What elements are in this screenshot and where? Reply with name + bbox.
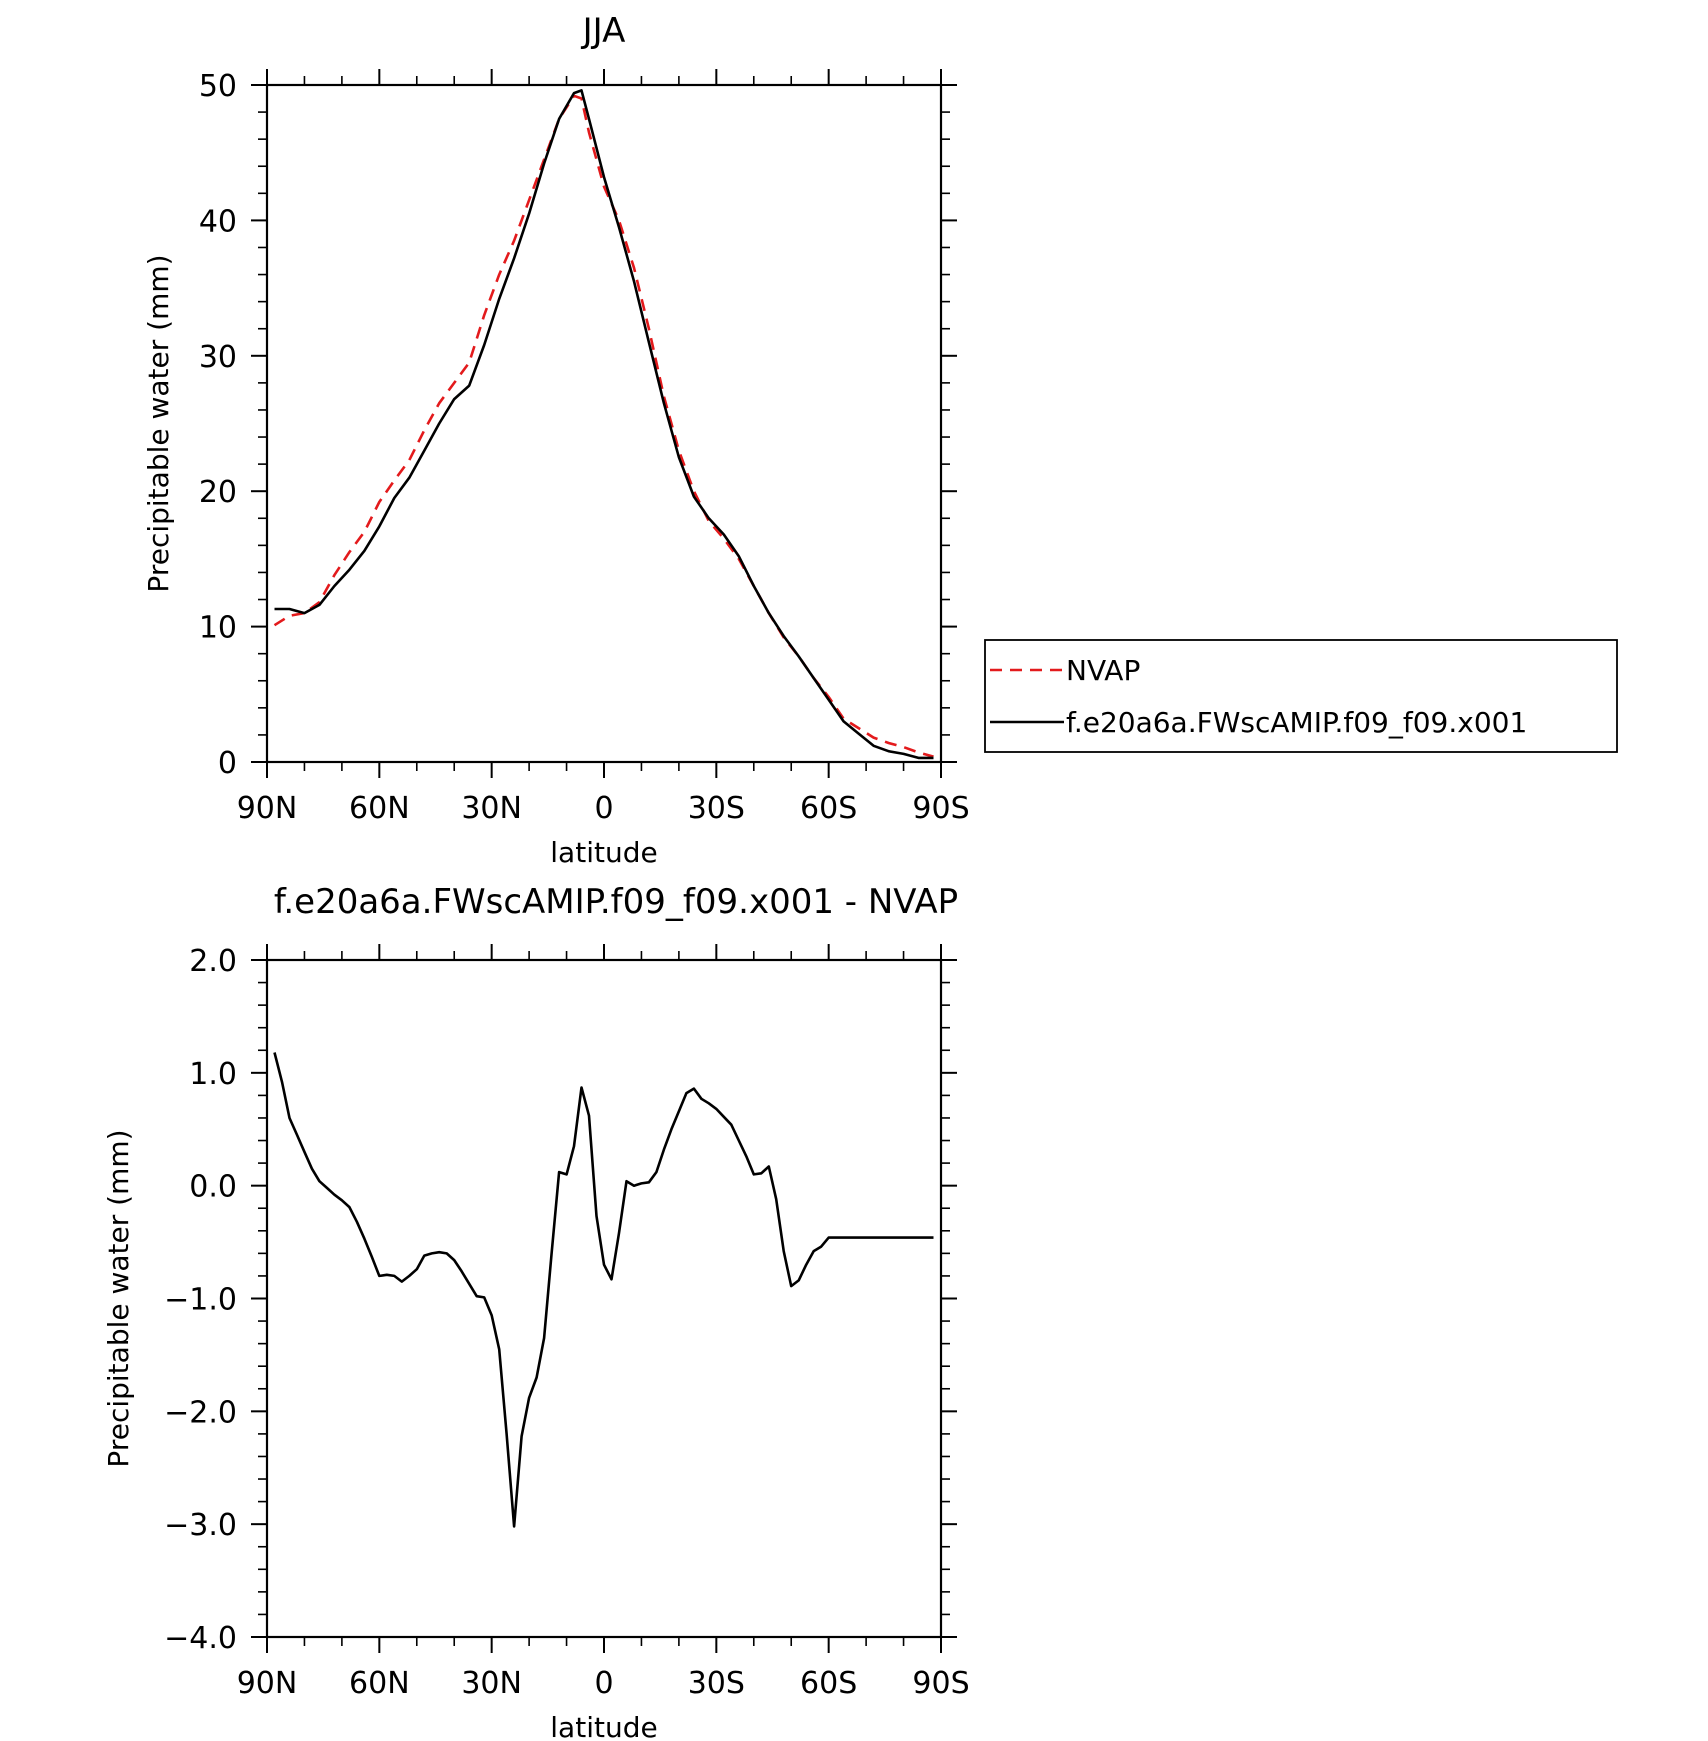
chart-title: JJA [581,11,626,51]
x-tick-label: 60S [800,791,857,826]
x-tick-label: 60N [349,1666,410,1701]
series-line-solid-1 [274,89,934,760]
legend: NVAP f.e20a6a.FWscAMIP.f09_f09.x001 [984,639,1618,753]
y-tick-label: 0 [218,746,237,781]
x-tick-label: 90S [912,1666,969,1701]
x-tick-label: 30N [461,791,522,826]
y-tick-label: 1.0 [189,1057,237,1092]
legend-entry-1: f.e20a6a.FWscAMIP.f09_f09.x001 [1066,706,1527,739]
plot-frame [265,958,943,1639]
top-panel: JJA 90N 60N 30N 0 30S 60S 90S 0 10 20 30 40 50 latitud… [142,11,970,869]
y-tick-label: 0.0 [189,1170,237,1205]
y-tick-label: 2.0 [189,944,237,979]
y-tick-label: 40 [199,204,237,239]
x-tick-label: 60S [800,1666,857,1701]
y-tick-label: −4.0 [164,1621,237,1656]
y-tick-label: −2.0 [164,1395,237,1430]
y-tick-label: 30 [199,340,237,375]
y-tick-label: 50 [199,69,237,104]
x-tick-label: 60N [349,791,410,826]
series-line-solid-0 [273,1052,934,1528]
y-tick-label: 20 [199,475,237,510]
x-tick-label: 30N [461,1666,522,1701]
y-tick-label: −1.0 [164,1283,237,1318]
y-axis-label: Precipitable water (mm) [102,1129,135,1467]
x-tick-label: 30S [688,1666,745,1701]
legend-box [984,639,1618,753]
bottom-panel: f.e20a6a.FWscAMIP.f09_f09.x001 - NVAP 90N… [102,882,970,1741]
y-tick-label: −3.0 [164,1508,237,1543]
x-tick-label: 30S [688,791,745,826]
x-axis-label: latitude [550,836,657,869]
legend-entry-0: NVAP [1066,654,1140,687]
x-axis-label: latitude [550,1711,657,1741]
y-tick-label: 10 [199,611,237,646]
series-line-dashed-0 [273,94,934,758]
chart-title: f.e20a6a.FWscAMIP.f09_f09.x001 - NVAP [274,882,958,922]
x-tick-label: 90S [912,791,969,826]
y-axis-label: Precipitable water (mm) [142,254,175,592]
x-tick-label: 90N [237,791,298,826]
x-tick-label: 0 [594,791,613,826]
x-tick-label: 90N [237,1666,298,1701]
x-tick-label: 0 [594,1666,613,1701]
